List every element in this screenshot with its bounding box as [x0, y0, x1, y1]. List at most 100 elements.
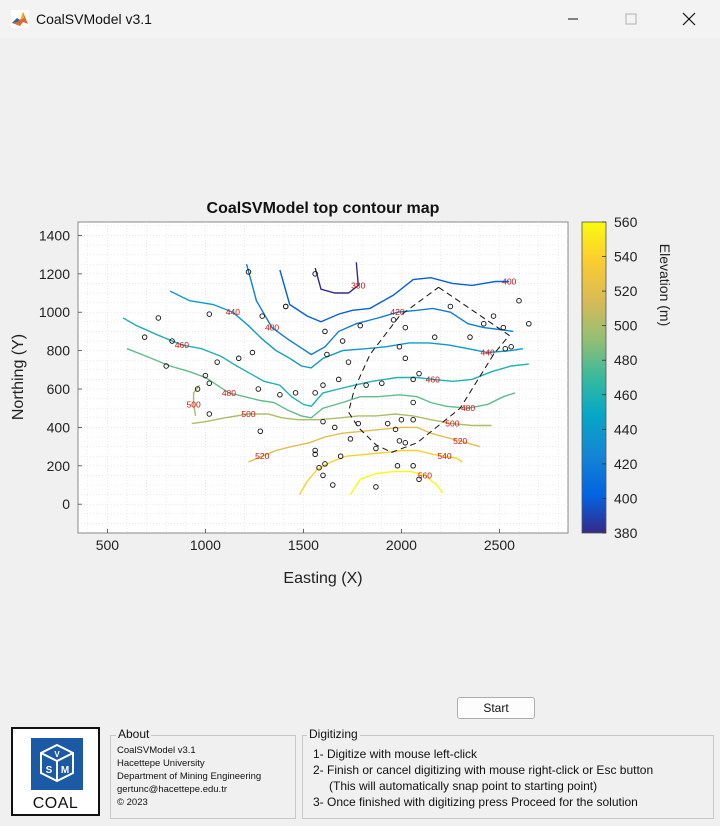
start-button[interactable]: Start: [457, 697, 535, 719]
well-point: [194, 386, 201, 392]
contour-label: 380: [351, 280, 365, 290]
colorbar-tick-label: 480: [614, 352, 638, 368]
well-point: [320, 472, 326, 479]
well-point: [312, 451, 318, 458]
close-icon: [682, 12, 696, 26]
well-point: [169, 338, 175, 344]
x-axis-label: Easting (X): [283, 570, 362, 587]
about-line: CoalSVModel v3.1: [117, 745, 196, 756]
colorbar-tick-label: 400: [614, 490, 638, 506]
close-button[interactable]: [660, 0, 718, 38]
y-tick-label: 1400: [39, 227, 70, 243]
well-point: [390, 317, 397, 323]
instruction-line: (This will automatically snap point to s…: [329, 779, 598, 793]
window-title: CoalSVModel v3.1: [36, 11, 152, 27]
well-point: [490, 313, 497, 319]
contour-label: 520: [453, 436, 467, 446]
colorbar-tick-label: 380: [614, 525, 638, 541]
contour-label: 540: [437, 451, 451, 461]
well-point: [516, 297, 522, 304]
well-point: [345, 359, 352, 365]
contour-label: 500: [241, 409, 255, 419]
instruction-line: 2- Finish or cancel digitizing with mous…: [313, 763, 654, 777]
contour-line-500: [191, 413, 492, 427]
well-point: [292, 390, 299, 396]
chart-title: CoalSVModel top contour map: [207, 200, 440, 217]
well-point: [526, 320, 532, 327]
colorbar-tick-label: 440: [614, 421, 638, 437]
well-point: [402, 324, 409, 331]
well-point: [155, 315, 162, 321]
colorbar-tick-label: 540: [614, 249, 638, 265]
well-point: [467, 334, 473, 340]
well-point: [283, 303, 289, 310]
well-point: [396, 438, 403, 444]
instruction-line: 3- Once finished with digitizing press P…: [313, 795, 638, 809]
y-axis-ticks: 0 200 400 600 800 1000 1200 1400: [39, 227, 82, 512]
contour-label: 480: [461, 403, 475, 413]
well-point: [500, 324, 507, 331]
well-point: [312, 390, 318, 396]
well-point: [502, 345, 509, 352]
well-point: [320, 418, 326, 425]
coal-logo: S M V COAL: [11, 727, 100, 816]
contour-lines: [122, 262, 529, 495]
contour-label: 400: [265, 323, 279, 333]
well-point: [384, 420, 391, 427]
well-point: [373, 445, 379, 452]
instruction-line: 1- Digitize with mouse left-click: [313, 747, 478, 761]
x-axis-ticks: 500 1000 1500 2000 2500: [96, 529, 515, 553]
about-line: gertunc@hacettepe.edu.tr: [117, 784, 227, 795]
well-point: [206, 380, 213, 387]
logo-text: COAL: [32, 795, 79, 812]
colorbar-ticks: 380 400 420 440 460 480 500 520 540 560: [602, 214, 638, 541]
about-line: © 2023: [117, 797, 148, 808]
well-point: [255, 386, 262, 392]
well-point: [410, 463, 416, 469]
well-point: [347, 436, 354, 442]
well-point: [214, 359, 220, 365]
colorbar-label: Elevation (m): [657, 244, 673, 326]
contour-label: 420: [390, 307, 404, 317]
well-point: [316, 464, 322, 471]
cube-logo-icon: S M V: [31, 738, 83, 790]
y-tick-label: 200: [47, 458, 71, 474]
x-tick-label: 2000: [386, 537, 417, 553]
minimize-button[interactable]: [544, 0, 602, 38]
well-point: [141, 334, 148, 340]
y-tick-label: 0: [62, 496, 70, 512]
colorbar-tick-label: 500: [614, 318, 638, 334]
svg-text:V: V: [54, 750, 60, 759]
x-tick-label: 500: [96, 537, 120, 553]
contour-label: 560: [418, 470, 432, 480]
well-point: [402, 355, 409, 362]
contour-line-380: [314, 262, 360, 294]
contour-label: 500: [187, 399, 201, 409]
title-bar: CoalSVModel v3.1: [0, 0, 720, 38]
well-point: [355, 420, 362, 427]
polygon-outline: [347, 286, 510, 453]
x-tick-label: 1000: [190, 537, 221, 553]
well-point: [379, 380, 385, 387]
x-tick-label: 2500: [484, 537, 515, 553]
about-line: Hacettepe University: [117, 758, 205, 769]
well-point: [322, 328, 328, 335]
contour-label: 520: [255, 451, 269, 461]
well-point: [257, 428, 264, 435]
y-tick-label: 1200: [39, 266, 70, 282]
y-tick-label: 1000: [39, 304, 70, 320]
well-point: [416, 370, 422, 377]
well-point: [508, 344, 514, 350]
well-point: [398, 416, 405, 423]
maximize-button[interactable]: [602, 0, 660, 38]
well-point: [330, 482, 336, 488]
y-tick-label: 800: [47, 343, 71, 359]
well-point: [480, 320, 487, 327]
contour-line-420: [245, 264, 514, 356]
digitized-polygon: [347, 286, 510, 453]
well-point: [312, 447, 318, 454]
contour-map-figure: CoalSVModel top contour map 380 400 400 420…: [10, 200, 673, 587]
y-axis-label: Northing (Y): [10, 334, 27, 420]
about-line: Department of Mining Engineering: [117, 771, 262, 782]
well-point: [410, 376, 416, 383]
